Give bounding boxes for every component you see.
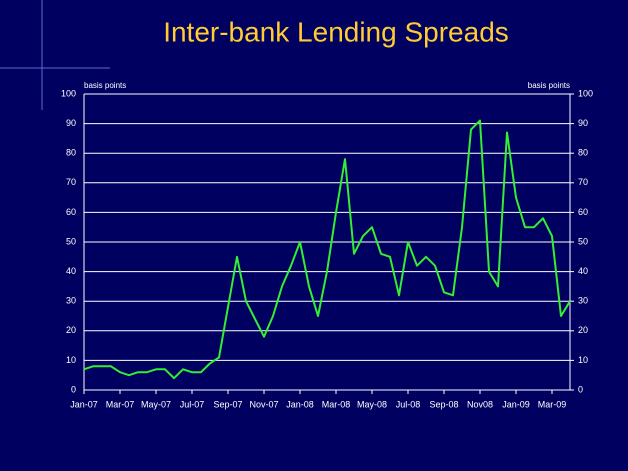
y2-tick-label: 30 (578, 296, 588, 306)
x-tick-label: Jul-07 (180, 399, 205, 409)
x-tick-label: Jan-08 (286, 399, 314, 409)
y2-tick-label: 70 (578, 177, 588, 187)
y2-tick-label: 100 (578, 88, 593, 98)
y2-tick-label: 80 (578, 148, 588, 158)
x-tick-label: Mar-08 (322, 399, 351, 409)
y-tick-label: 60 (66, 207, 76, 217)
y2-tick-label: 40 (578, 266, 588, 276)
y-tick-label: 80 (66, 148, 76, 158)
y-tick-label: 70 (66, 177, 76, 187)
y-tick-label: 50 (66, 236, 76, 246)
x-tick-label: Sep-08 (429, 399, 458, 409)
y-tick-label: 100 (61, 88, 76, 98)
y-tick-label: 90 (66, 118, 76, 128)
x-tick-label: May-07 (141, 399, 171, 409)
x-tick-label: Jan-07 (70, 399, 98, 409)
y2-tick-label: 10 (578, 355, 588, 365)
y-tick-label: 0 (71, 384, 76, 394)
y-axis-label: basis points (84, 81, 126, 90)
y2-tick-label: 0 (578, 384, 583, 394)
y-tick-label: 30 (66, 296, 76, 306)
y-tick-label: 10 (66, 355, 76, 365)
y2-tick-label: 50 (578, 236, 588, 246)
x-tick-label: Nov-07 (249, 399, 278, 409)
chart-title: Inter-bank Lending Spreads (163, 16, 509, 47)
data-line (83, 119, 571, 380)
y-tick-label: 20 (66, 325, 76, 335)
y2-axis-label: basis points (528, 81, 570, 90)
x-tick-label: Sep-07 (213, 399, 242, 409)
x-tick-label: Mar-07 (106, 399, 135, 409)
y2-tick-label: 20 (578, 325, 588, 335)
y2-tick-label: 60 (578, 207, 588, 217)
x-tick-label: Jan-09 (502, 399, 530, 409)
x-tick-label: May-08 (357, 399, 387, 409)
x-tick-label: Mar-09 (538, 399, 567, 409)
x-tick-label: Nov08 (467, 399, 493, 409)
y2-tick-label: 90 (578, 118, 588, 128)
y-tick-label: 40 (66, 266, 76, 276)
x-tick-label: Jul-08 (396, 399, 421, 409)
